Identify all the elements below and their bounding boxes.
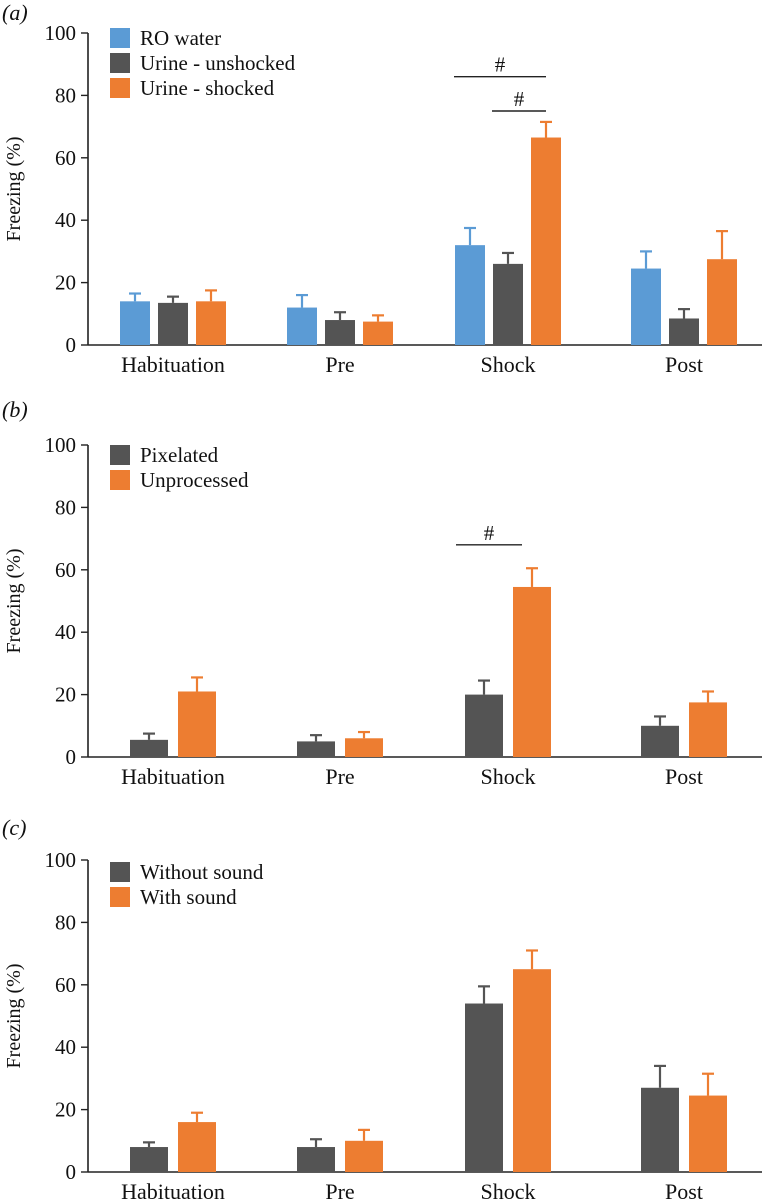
bar xyxy=(641,725,679,757)
x-category-label: Pre xyxy=(325,352,354,377)
legend-swatch xyxy=(110,470,130,490)
legend-swatch xyxy=(110,862,130,882)
y-tick-label: 40 xyxy=(55,208,76,232)
legend-label: Urine - unshocked xyxy=(140,51,296,75)
bar xyxy=(689,702,727,757)
x-category-label: Post xyxy=(665,1179,703,1199)
legend-swatch xyxy=(110,28,130,48)
bar xyxy=(531,137,561,345)
legend-swatch xyxy=(110,78,130,98)
bar xyxy=(345,738,383,757)
y-tick-label: 60 xyxy=(55,558,76,582)
legend-label: Urine - shocked xyxy=(140,76,275,100)
bar xyxy=(130,739,168,757)
y-tick-label: 40 xyxy=(55,620,76,644)
y-axis-label: Freezing (%) xyxy=(3,549,25,654)
chart-panel-2: (b) 0 20 40 60 80 100 Freezing (%) Habituation Pr… xyxy=(2,397,762,789)
y-tick-label: 20 xyxy=(55,683,76,707)
bar xyxy=(345,1140,383,1172)
y-tick-label: 20 xyxy=(55,1098,76,1122)
panel-letter: (b) xyxy=(2,397,28,422)
panel-letter: (a) xyxy=(2,0,28,25)
x-category-label: Habituation xyxy=(121,352,225,377)
bar xyxy=(287,307,317,345)
x-category-label: Post xyxy=(665,764,703,789)
legend-label: Pixelated xyxy=(140,443,219,467)
significance-marker: # xyxy=(514,87,525,111)
bar xyxy=(641,1087,679,1172)
legend-label: With sound xyxy=(140,885,237,909)
y-tick-label: 0 xyxy=(66,745,77,769)
y-tick-label: 100 xyxy=(45,433,77,457)
y-tick-label: 80 xyxy=(55,495,76,519)
chart-panel-3: (c) 0 20 40 60 80 100 Freezing (%) Habituation Pr… xyxy=(2,815,762,1199)
bar xyxy=(669,318,699,345)
x-category-label: Pre xyxy=(325,764,354,789)
y-axis-label: Freezing (%) xyxy=(3,964,25,1069)
y-tick-label: 20 xyxy=(55,271,76,295)
bar xyxy=(513,586,551,757)
x-category-label: Shock xyxy=(481,764,536,789)
bar xyxy=(297,741,335,757)
bar xyxy=(130,1147,168,1172)
bar xyxy=(465,1003,503,1172)
bar xyxy=(465,694,503,757)
legend-label: Unprocessed xyxy=(140,468,249,492)
y-tick-label: 0 xyxy=(66,1160,77,1184)
y-tick-label: 80 xyxy=(55,83,76,107)
y-tick-label: 80 xyxy=(55,910,76,934)
x-category-label: Shock xyxy=(481,352,536,377)
x-category-label: Habituation xyxy=(121,1179,225,1199)
bar xyxy=(493,263,523,345)
significance-marker: # xyxy=(495,53,506,77)
bar xyxy=(178,691,216,757)
bar xyxy=(158,302,188,345)
y-tick-label: 60 xyxy=(55,146,76,170)
bar xyxy=(196,301,226,345)
legend-swatch xyxy=(110,887,130,907)
x-category-label: Shock xyxy=(481,1179,536,1199)
bar xyxy=(689,1095,727,1172)
y-axis-label: Freezing (%) xyxy=(3,137,25,242)
legend-label: RO water xyxy=(140,26,221,50)
significance-marker: # xyxy=(484,521,495,545)
bar xyxy=(455,245,485,345)
y-tick-label: 60 xyxy=(55,973,76,997)
bar xyxy=(631,268,661,345)
bar xyxy=(297,1147,335,1172)
x-category-label: Habituation xyxy=(121,764,225,789)
x-category-label: Post xyxy=(665,352,703,377)
bar xyxy=(707,259,737,345)
bar xyxy=(120,301,150,345)
y-tick-label: 100 xyxy=(45,848,77,872)
bar xyxy=(178,1122,216,1172)
y-tick-label: 40 xyxy=(55,1035,76,1059)
legend-swatch xyxy=(110,53,130,73)
x-category-label: Pre xyxy=(325,1179,354,1199)
bar xyxy=(363,321,393,345)
legend-swatch xyxy=(110,445,130,465)
chart-panel-1: (a) 0 20 40 60 80 100 Freezing (%) Habituation Pr… xyxy=(2,0,762,377)
bar xyxy=(513,969,551,1172)
y-tick-label: 100 xyxy=(45,21,77,45)
y-tick-label: 0 xyxy=(66,333,77,357)
legend-label: Without sound xyxy=(140,860,264,884)
bar xyxy=(325,320,355,345)
panel-letter: (c) xyxy=(2,815,26,840)
